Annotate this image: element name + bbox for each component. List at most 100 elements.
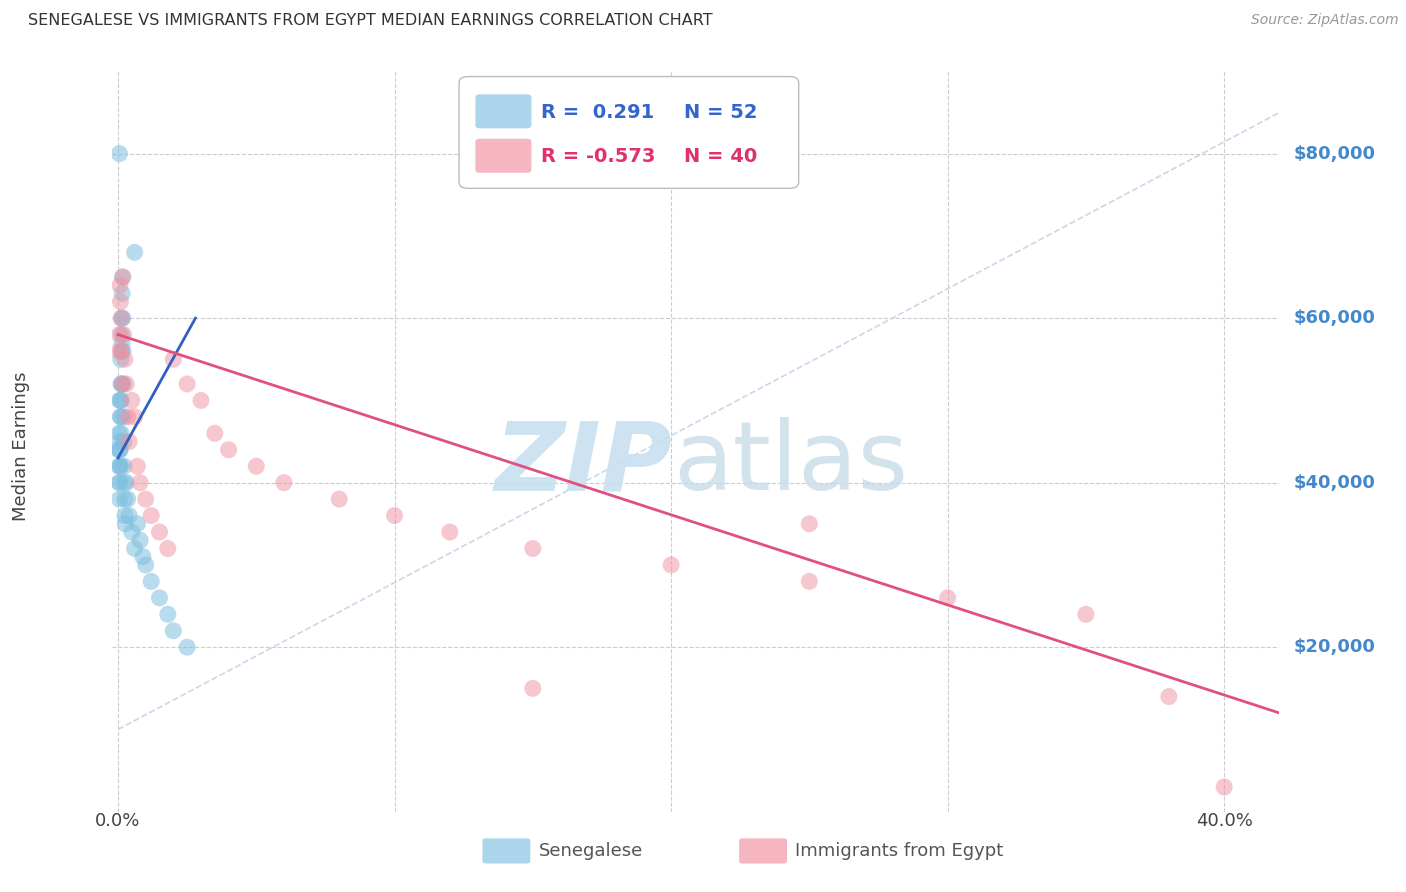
Point: [107, 442, 129, 457]
Text: Immigrants from Egypt: Immigrants from Egypt: [796, 842, 1004, 860]
Point: [127, 516, 149, 531]
Point: [148, 524, 170, 539]
Point: [135, 492, 157, 507]
Point: [110, 294, 132, 309]
Point: [111, 286, 134, 301]
Text: $80,000: $80,000: [1294, 145, 1375, 162]
Text: 0.0%: 0.0%: [96, 812, 141, 830]
Point: [111, 311, 134, 326]
Text: Senegalese: Senegalese: [538, 842, 643, 860]
Point: [110, 344, 132, 359]
Point: [273, 475, 295, 490]
Point: [111, 335, 134, 350]
Point: [328, 492, 350, 507]
FancyBboxPatch shape: [475, 95, 531, 128]
Point: [108, 393, 131, 408]
Point: [121, 393, 143, 408]
Point: [110, 426, 132, 441]
Point: [148, 591, 170, 605]
Point: [124, 541, 146, 556]
Point: [110, 344, 132, 359]
Point: [112, 475, 135, 490]
Point: [114, 508, 136, 523]
Point: [129, 475, 152, 490]
Point: [108, 344, 131, 359]
FancyBboxPatch shape: [475, 139, 531, 173]
FancyBboxPatch shape: [460, 77, 799, 188]
Point: [111, 311, 134, 326]
Point: [112, 327, 135, 342]
Point: [112, 376, 135, 391]
Point: [117, 409, 139, 424]
Point: [245, 459, 267, 474]
Point: [141, 508, 163, 523]
Point: [129, 533, 152, 548]
Point: [108, 426, 131, 441]
Point: [110, 393, 132, 408]
Point: [112, 409, 135, 424]
Point: [118, 434, 141, 449]
Point: [111, 344, 134, 359]
Point: [110, 376, 132, 391]
Point: [162, 624, 184, 638]
Point: [117, 492, 139, 507]
Point: [1157, 690, 1180, 704]
Text: Source: ZipAtlas.com: Source: ZipAtlas.com: [1251, 13, 1399, 28]
Text: $40,000: $40,000: [1294, 474, 1375, 491]
Point: [176, 376, 198, 391]
Point: [115, 376, 138, 391]
Point: [108, 434, 131, 449]
Point: [108, 475, 131, 490]
Point: [522, 541, 544, 556]
Point: [108, 278, 131, 293]
Point: [156, 541, 179, 556]
Point: [111, 270, 134, 285]
Point: [108, 459, 131, 474]
Point: [132, 549, 155, 564]
Point: [124, 245, 146, 260]
Text: $60,000: $60,000: [1294, 310, 1375, 327]
Point: [799, 516, 821, 531]
Point: [108, 327, 131, 342]
Point: [108, 146, 131, 161]
Text: R =  0.291: R = 0.291: [541, 103, 654, 121]
Text: 40.0%: 40.0%: [1195, 812, 1253, 830]
Point: [218, 442, 240, 457]
Text: Median Earnings: Median Earnings: [13, 371, 30, 521]
Point: [439, 524, 461, 539]
FancyBboxPatch shape: [740, 838, 787, 863]
Point: [127, 459, 149, 474]
Point: [162, 352, 184, 367]
Point: [522, 681, 544, 696]
Point: [108, 475, 131, 490]
Point: [384, 508, 406, 523]
Point: [110, 311, 132, 326]
Point: [112, 459, 135, 474]
Text: atlas: atlas: [672, 417, 908, 510]
Point: [659, 558, 682, 572]
Point: [108, 459, 131, 474]
Point: [108, 442, 131, 457]
Point: [110, 409, 132, 424]
Point: [799, 574, 821, 589]
Point: [111, 376, 134, 391]
Point: [114, 492, 136, 507]
Point: [121, 524, 143, 539]
Point: [190, 393, 212, 408]
Point: [110, 459, 132, 474]
Point: [204, 426, 226, 441]
Text: $20,000: $20,000: [1294, 638, 1375, 657]
Point: [111, 270, 134, 285]
Point: [112, 434, 135, 449]
Point: [110, 393, 132, 408]
Point: [108, 492, 131, 507]
Point: [936, 591, 959, 605]
Point: [141, 574, 163, 589]
Point: [1074, 607, 1097, 622]
Point: [1213, 780, 1236, 794]
Point: [135, 558, 157, 572]
Point: [110, 442, 132, 457]
Text: ZIP: ZIP: [495, 417, 672, 510]
Point: [114, 516, 136, 531]
Text: SENEGALESE VS IMMIGRANTS FROM EGYPT MEDIAN EARNINGS CORRELATION CHART: SENEGALESE VS IMMIGRANTS FROM EGYPT MEDI…: [28, 13, 713, 29]
